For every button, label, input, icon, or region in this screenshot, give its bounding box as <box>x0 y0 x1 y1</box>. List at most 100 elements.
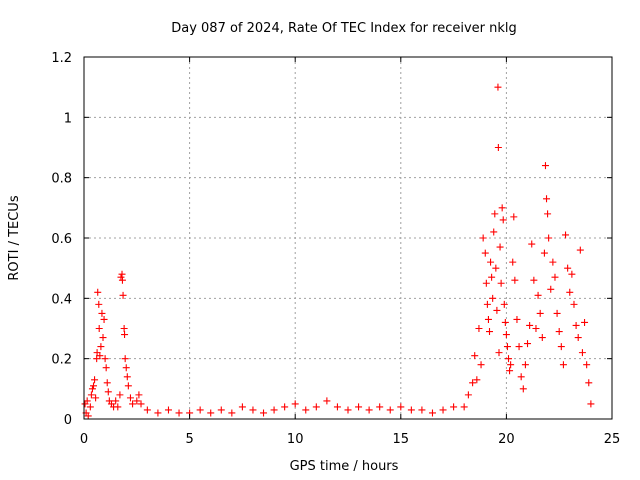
data-point <box>473 376 481 384</box>
data-point <box>568 270 576 278</box>
chart-title: Day 087 of 2024, Rate Of TEC Index for r… <box>171 21 517 36</box>
data-point <box>484 315 492 323</box>
data-point <box>376 403 384 411</box>
data-point <box>143 406 151 414</box>
data-point <box>101 355 109 363</box>
data-point <box>94 288 102 296</box>
data-point <box>98 309 106 317</box>
data-point <box>498 204 506 212</box>
data-point <box>576 246 584 254</box>
y-axis-label: ROTI / TECUs <box>7 195 22 280</box>
data-point <box>487 258 495 266</box>
data-point <box>511 276 519 284</box>
data-point <box>196 406 204 414</box>
data-point <box>521 361 529 369</box>
data-point <box>475 325 483 332</box>
data-point <box>118 276 126 284</box>
x-tick-label: 25 <box>604 432 621 447</box>
data-point <box>517 373 525 381</box>
data-point <box>418 406 426 414</box>
data-point <box>104 388 112 396</box>
data-point <box>510 213 518 221</box>
data-point <box>482 279 490 287</box>
data-point <box>507 361 515 369</box>
data-point <box>549 258 557 266</box>
y-tick-label: 0.8 <box>51 172 72 187</box>
data-point <box>100 315 108 323</box>
data-point <box>355 403 363 411</box>
data-point <box>439 406 447 414</box>
data-point <box>217 406 225 414</box>
data-point <box>503 343 511 351</box>
data-point <box>323 397 331 405</box>
data-point <box>505 355 513 363</box>
data-point <box>492 264 500 272</box>
data-point <box>489 294 497 302</box>
data-point <box>137 400 145 408</box>
data-point <box>164 406 172 414</box>
data-point <box>124 382 132 390</box>
data-point <box>119 291 127 299</box>
data-point <box>544 210 552 218</box>
data-point <box>526 321 534 329</box>
data-point <box>154 409 162 417</box>
data-point <box>574 334 582 342</box>
data-point <box>92 394 100 402</box>
x-axis-label: GPS time / hours <box>290 459 399 474</box>
data-point <box>585 379 593 387</box>
data-point <box>493 306 501 314</box>
x-tick-label: 0 <box>80 432 88 447</box>
data-point <box>541 162 549 170</box>
data-point <box>88 385 96 393</box>
data-point <box>553 309 561 317</box>
data-point <box>93 355 101 363</box>
data-point <box>519 385 527 393</box>
data-point <box>96 352 104 360</box>
data-point <box>501 318 509 326</box>
data-point <box>344 406 352 414</box>
data-point <box>497 279 505 287</box>
scatter-points <box>81 83 595 420</box>
data-point <box>570 300 578 308</box>
data-point <box>502 331 510 339</box>
data-point <box>112 397 120 405</box>
data-point <box>581 318 589 326</box>
data-point <box>513 315 521 323</box>
data-point <box>587 400 595 408</box>
data-point <box>365 406 373 414</box>
data-point <box>524 340 532 348</box>
x-tick-label: 10 <box>287 432 304 447</box>
data-point <box>496 243 504 251</box>
data-point <box>428 409 436 417</box>
data-point <box>122 364 130 372</box>
y-tick-label: 0 <box>64 413 72 428</box>
data-point <box>534 291 542 299</box>
data-point <box>95 325 103 332</box>
data-point <box>228 409 236 417</box>
data-point <box>83 397 91 405</box>
data-point <box>260 409 268 417</box>
x-axis-ticks: 0 5 10 15 20 25 <box>80 57 620 447</box>
data-point <box>477 361 485 369</box>
data-point <box>506 367 514 375</box>
data-point <box>491 210 499 218</box>
y-tick-label: 1.2 <box>51 51 72 66</box>
data-point <box>547 285 555 293</box>
data-point <box>95 300 103 308</box>
data-point <box>302 406 310 414</box>
data-point <box>450 403 458 411</box>
data-point <box>87 391 95 399</box>
grid <box>84 57 612 419</box>
data-point <box>481 249 489 257</box>
data-point <box>551 273 559 281</box>
y-tick-label: 0.4 <box>51 292 72 307</box>
data-point <box>499 216 507 224</box>
data-point <box>129 400 137 408</box>
data-point <box>479 234 487 242</box>
data-point <box>500 300 508 308</box>
data-point <box>386 406 394 414</box>
data-point <box>175 409 183 417</box>
data-point <box>116 391 124 399</box>
data-point <box>281 403 289 411</box>
